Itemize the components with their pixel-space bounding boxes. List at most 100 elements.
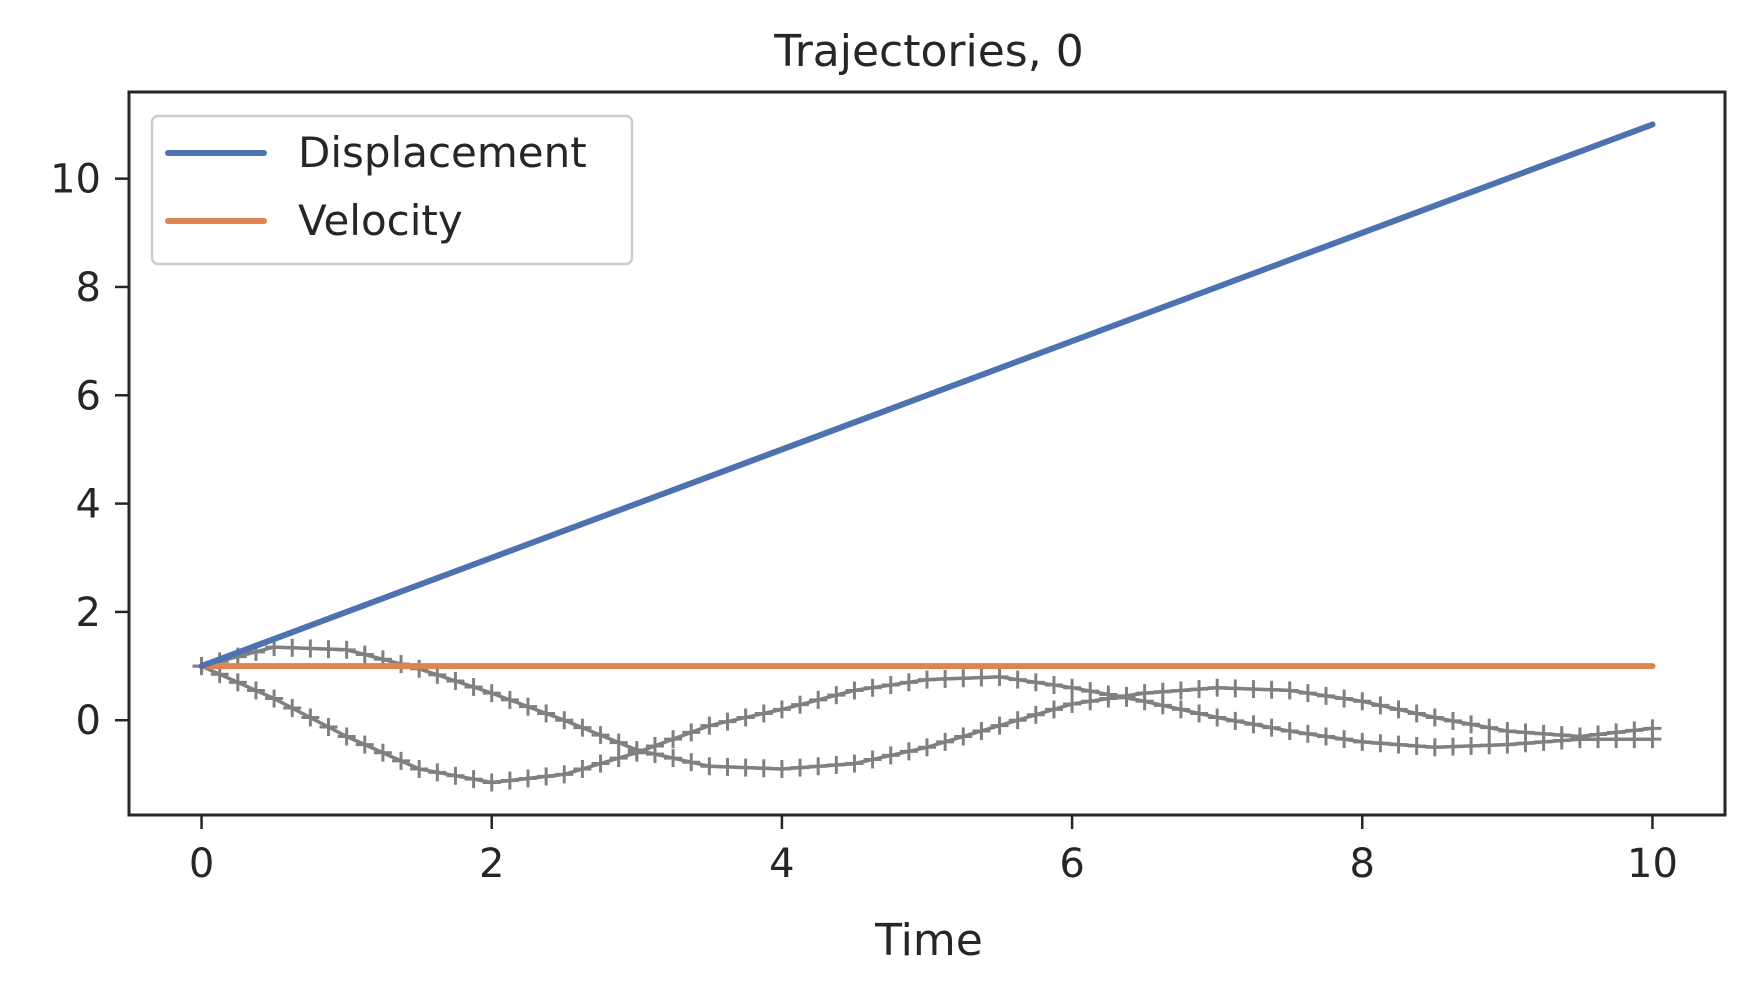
sample-trajectory-1-marker-45 — [990, 667, 1009, 686]
sample-trajectory-2-marker-60 — [1262, 680, 1281, 699]
sample-trajectory-1-marker-36 — [827, 686, 846, 705]
sample-trajectory-1-marker-55 — [1171, 700, 1190, 719]
sample-trajectory-2-marker-44 — [972, 722, 991, 741]
sample-trajectory-2-marker-66 — [1371, 696, 1390, 715]
sample-trajectory-1-marker-66 — [1371, 734, 1390, 753]
sample-trajectory-2-marker-57 — [1208, 678, 1227, 697]
sample-trajectory-1-marker-41 — [918, 670, 936, 689]
sample-trajectory-1-marker-21 — [555, 765, 574, 784]
sample-trajectory-2-marker-71 — [1462, 715, 1481, 734]
sample-trajectory-2-marker-18 — [500, 690, 519, 709]
sample-trajectory-2-marker-27 — [664, 749, 683, 768]
sample-trajectory-2-marker-46 — [1008, 711, 1027, 730]
sample-trajectory-2-marker-78 — [1589, 725, 1608, 744]
sample-trajectory-2-marker-65 — [1353, 692, 1372, 711]
x-tick-label-10: 10 — [1627, 841, 1678, 887]
y-tick-label-10: 10 — [50, 157, 101, 203]
sample-trajectory-1-marker-72 — [1480, 736, 1499, 755]
sample-trajectory-2-marker-53 — [1135, 684, 1154, 703]
sample-trajectory-1-marker-11 — [373, 743, 392, 762]
sample-trajectory-1-marker-34 — [791, 695, 810, 714]
sample-trajectory-1-marker-49 — [1063, 678, 1082, 697]
sample-trajectory-1-marker-48 — [1044, 676, 1063, 695]
sample-trajectory-2-marker-34 — [791, 758, 810, 777]
sample-trajectory-2-marker-20 — [537, 704, 556, 723]
sample-trajectory-1-marker-33 — [772, 700, 791, 719]
x-axis-title: Time — [874, 915, 983, 966]
sample-trajectory-2-marker-8 — [319, 640, 338, 659]
y-tick-label-6: 6 — [76, 373, 101, 419]
sample-trajectory-1-marker-71 — [1462, 736, 1481, 755]
legend: Displacement Velocity — [150, 114, 634, 266]
sample-trajectory-2-marker-37 — [845, 754, 864, 773]
sample-trajectory-2-marker-56 — [1190, 680, 1209, 699]
sample-trajectory-2-marker-73 — [1498, 722, 1517, 741]
sample-trajectory-1-marker-20 — [537, 767, 556, 786]
sample-trajectory-2-marker-23 — [591, 726, 610, 745]
legend-box — [150, 114, 634, 266]
sample-trajectory-1-marker-43 — [954, 669, 973, 688]
series-line-displacement — [198, 121, 1656, 670]
sample-trajectory-2-marker-50 — [1081, 692, 1100, 711]
sample-trajectory-2-marker-48 — [1044, 700, 1063, 719]
sample-trajectory-2-marker-49 — [1063, 694, 1082, 713]
sample-trajectory-2-marker-41 — [918, 738, 936, 757]
sample-trajectory-2-marker-17 — [482, 684, 501, 703]
sample-trajectory-1-marker-61 — [1280, 722, 1299, 741]
sample-trajectory-1-marker-65 — [1353, 732, 1372, 751]
sample-trajectory-2-marker-15 — [446, 671, 465, 690]
sample-trajectory-1-marker-3 — [228, 673, 247, 692]
y-tick-label-4: 4 — [76, 482, 101, 528]
sample-trajectory-2-marker-30 — [718, 757, 737, 776]
sample-trajectory-2-marker-55 — [1171, 681, 1190, 700]
sample-trajectory-1-marker-57 — [1208, 708, 1227, 727]
sample-trajectory-2-marker-24 — [609, 733, 628, 752]
sample-trajectory-1-marker-15 — [446, 766, 465, 785]
sample-trajectory-1-marker-16 — [464, 770, 483, 789]
sample-trajectory-1-marker-22 — [573, 759, 592, 778]
sample-trajectory-1-marker-7 — [301, 708, 320, 727]
sample-trajectory-1-marker-18 — [500, 771, 519, 790]
chart-title: Trajectories, 0 — [773, 26, 1083, 77]
sample-trajectory-2-marker-45 — [990, 716, 1009, 735]
y-tick-label-8: 8 — [76, 265, 101, 311]
sample-trajectory-1-marker-12 — [392, 751, 411, 770]
sample-trajectory-2-marker-79 — [1607, 723, 1626, 742]
x-tick-label-8: 8 — [1350, 841, 1375, 887]
sample-trajectory-1-marker-31 — [736, 708, 755, 727]
sample-trajectory-2-marker-28 — [682, 753, 701, 772]
sample-trajectory-2-marker-70 — [1443, 711, 1462, 730]
y-axis-ticks: 0 2 4 6 8 10 — [50, 157, 129, 744]
sample-trajectory-2-marker-77 — [1570, 727, 1589, 746]
sample-trajectory-1-marker-9 — [337, 727, 356, 746]
y-tick-label-2: 2 — [76, 590, 101, 636]
sample-trajectory-1-marker-27 — [664, 730, 683, 749]
sample-trajectory-1-marker-19 — [519, 769, 537, 788]
legend-label-displacement: Displacement — [298, 128, 587, 177]
sample-trajectory-2-marker-68 — [1407, 704, 1426, 723]
sample-trajectory-2-marker-35 — [809, 757, 828, 776]
sample-trajectory-1-marker-59 — [1244, 715, 1263, 734]
x-tick-label-2: 2 — [479, 841, 504, 887]
sample-trajectory-1-marker-40 — [899, 673, 918, 692]
sample-trajectory-1-marker-46 — [1008, 670, 1027, 689]
sample-trajectory-2-marker-7 — [301, 639, 320, 658]
y-tick-label-0: 0 — [76, 698, 101, 744]
sample-trajectory-1-marker-63 — [1317, 727, 1335, 746]
sample-trajectory-1-marker-30 — [718, 712, 737, 731]
sample-trajectory-1-marker-39 — [881, 676, 900, 695]
sample-trajectory-2-marker-21 — [555, 711, 574, 730]
sample-trajectory-2-marker-47 — [1026, 705, 1045, 724]
sample-trajectory-2-marker-22 — [573, 718, 592, 737]
sample-trajectory-2-marker-54 — [1153, 682, 1172, 701]
sample-trajectory-2-marker-76 — [1552, 726, 1571, 745]
x-axis-ticks: 0 2 4 6 8 10 — [189, 815, 1678, 887]
sample-trajectory-1-marker-44 — [972, 668, 991, 687]
sample-trajectory-2-marker-43 — [954, 727, 973, 746]
sample-trajectory-1-marker-70 — [1443, 737, 1462, 756]
sample-trajectory-1-marker-68 — [1407, 736, 1426, 755]
sample-trajectory-1-marker-67 — [1389, 735, 1408, 754]
sample-trajectory-1-marker-38 — [863, 678, 882, 697]
sample-trajectory-2-marker-75 — [1534, 724, 1553, 743]
sample-trajectory-1-marker-28 — [682, 723, 701, 742]
